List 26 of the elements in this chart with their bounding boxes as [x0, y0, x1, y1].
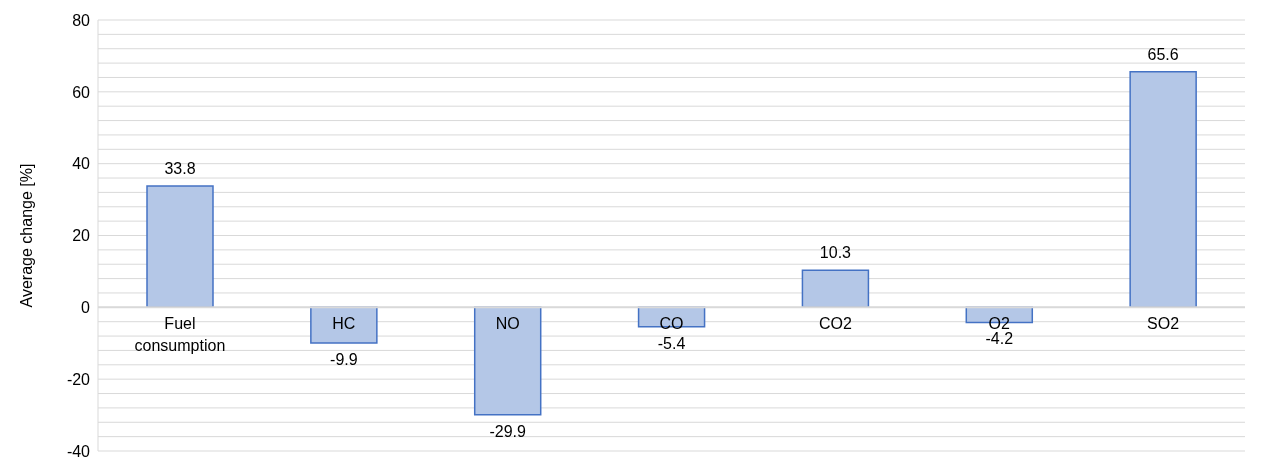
data-label: -5.4 [657, 334, 686, 352]
data-label: -9.9 [330, 350, 358, 368]
y-tick-label: 0 [81, 299, 91, 317]
bar [310, 306, 378, 344]
y-tick-label: -20 [66, 370, 91, 388]
x-tick-label: SO2 [1147, 315, 1180, 333]
y-tick-label: 20 [72, 227, 91, 245]
x-tick-label: Fuel consumption [134, 315, 226, 355]
y-tick-label: -40 [66, 442, 91, 460]
x-tick-label: HC [332, 315, 356, 333]
data-label: -4.2 [985, 330, 1014, 348]
bar [1129, 70, 1197, 309]
data-label: -29.9 [489, 422, 527, 440]
y-tick-label: 40 [72, 155, 91, 173]
bar [146, 185, 214, 309]
x-tick-label: CO [659, 315, 684, 333]
data-label: 65.6 [1147, 45, 1179, 63]
data-label: 33.8 [164, 159, 196, 177]
x-tick-label: CO2 [818, 315, 852, 333]
bar [801, 269, 870, 309]
data-label: 10.3 [819, 244, 852, 262]
y-tick-label: 80 [72, 11, 91, 29]
y-tick-label: 60 [72, 83, 91, 101]
x-tick-label: NO [495, 315, 520, 333]
y-axis-title: Average change [%] [17, 163, 35, 308]
bar [473, 306, 542, 416]
